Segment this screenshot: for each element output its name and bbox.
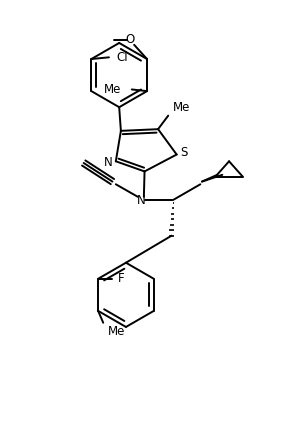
Text: Me: Me bbox=[108, 325, 126, 338]
Text: Me: Me bbox=[104, 83, 122, 96]
Text: Me: Me bbox=[173, 100, 191, 114]
Text: O: O bbox=[125, 33, 135, 46]
Text: Cl: Cl bbox=[117, 51, 128, 64]
Text: N: N bbox=[104, 156, 113, 170]
Text: N: N bbox=[137, 194, 146, 206]
Text: S: S bbox=[181, 146, 188, 159]
Text: F: F bbox=[118, 272, 124, 285]
